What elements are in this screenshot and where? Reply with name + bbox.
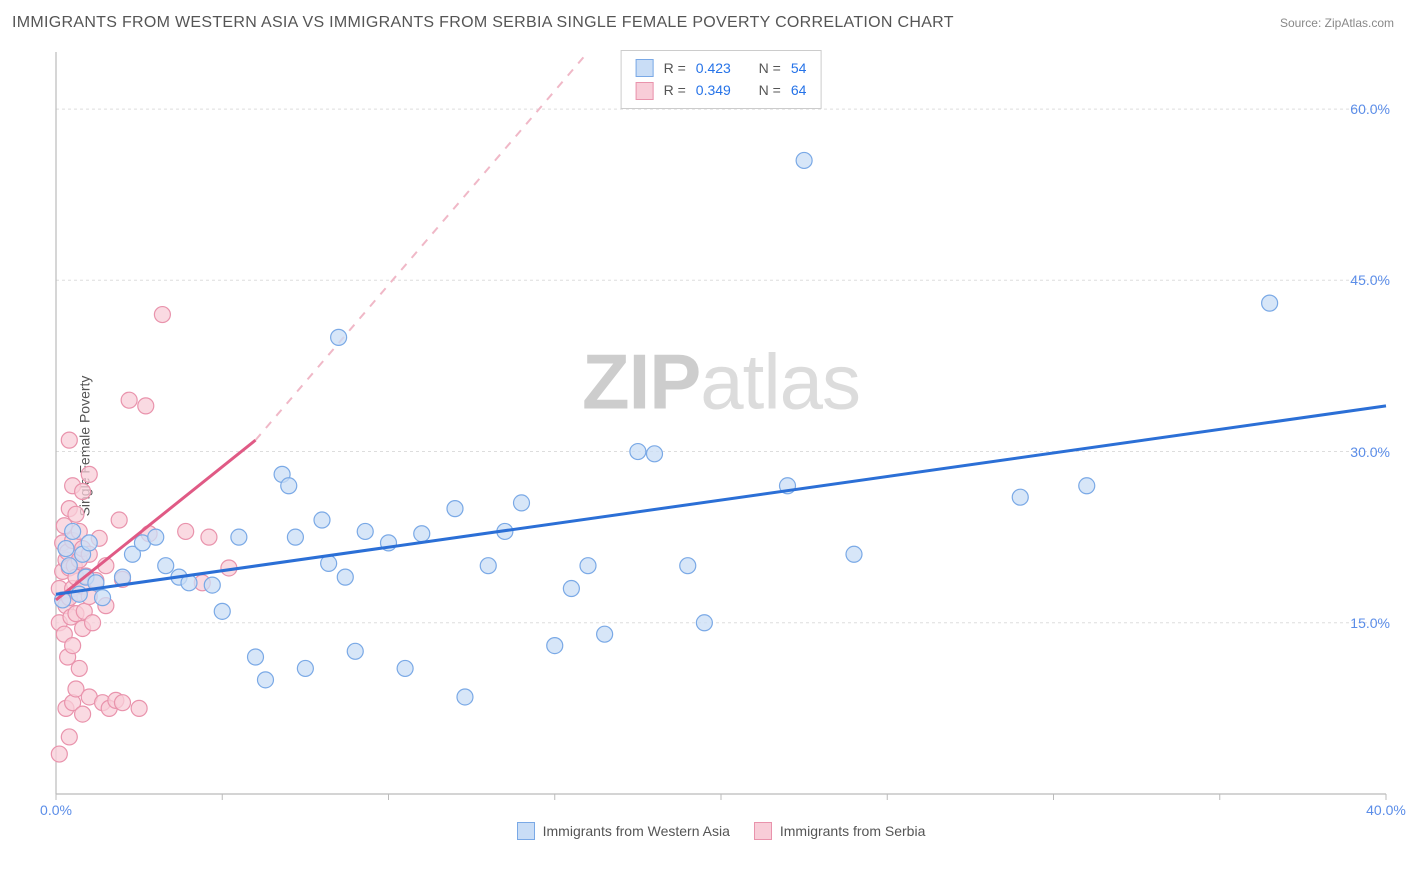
legend-item-blue: Immigrants from Western Asia <box>517 822 730 840</box>
n-label: N = <box>759 57 781 79</box>
y-tick-label: 45.0% <box>1350 272 1390 288</box>
y-tick-label: 60.0% <box>1350 101 1390 117</box>
r-label: R = <box>664 79 686 101</box>
swatch-pink <box>754 822 772 840</box>
y-tick-label: 15.0% <box>1350 615 1390 631</box>
r-value-blue: 0.423 <box>696 57 731 79</box>
correlation-stats-box: R = 0.423 N = 54 R = 0.349 N = 64 <box>621 50 822 109</box>
r-label: R = <box>664 57 686 79</box>
legend-label-pink: Immigrants from Serbia <box>780 823 925 839</box>
stats-row-blue: R = 0.423 N = 54 <box>636 57 807 79</box>
x-tick-label: 0.0% <box>40 802 72 818</box>
n-label: N = <box>759 79 781 101</box>
x-axis-legend: Immigrants from Western Asia Immigrants … <box>46 822 1396 840</box>
r-value-pink: 0.349 <box>696 79 731 101</box>
stats-row-pink: R = 0.349 N = 64 <box>636 79 807 101</box>
legend-label-blue: Immigrants from Western Asia <box>543 823 730 839</box>
chart-area: ZIPatlas R = 0.423 N = 54 R = 0.349 N = … <box>46 50 1396 840</box>
legend-item-pink: Immigrants from Serbia <box>754 822 925 840</box>
y-tick-label: 30.0% <box>1350 444 1390 460</box>
chart-title: IMMIGRANTS FROM WESTERN ASIA VS IMMIGRAN… <box>12 14 954 32</box>
chart-header: IMMIGRANTS FROM WESTERN ASIA VS IMMIGRAN… <box>12 14 1394 32</box>
n-value-blue: 54 <box>791 57 807 79</box>
swatch-pink <box>636 82 654 100</box>
n-value-pink: 64 <box>791 79 807 101</box>
source-attribution: Source: ZipAtlas.com <box>1280 16 1394 30</box>
swatch-blue <box>517 822 535 840</box>
scatter-chart-svg <box>46 50 1396 840</box>
x-tick-label: 40.0% <box>1366 802 1406 818</box>
swatch-blue <box>636 59 654 77</box>
